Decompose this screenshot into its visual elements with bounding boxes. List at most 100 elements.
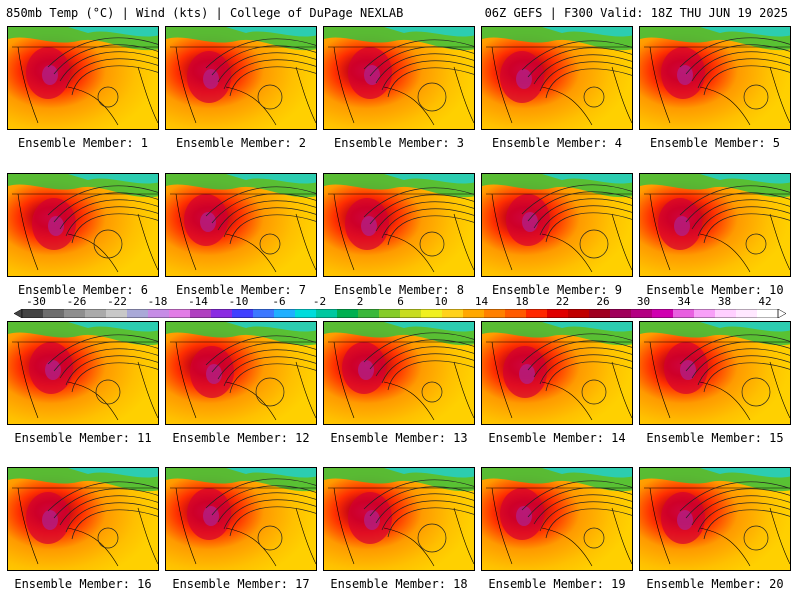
- ensemble-member-label: Ensemble Member: 19: [488, 577, 626, 591]
- ensemble-member-label: Ensemble Member: 18: [330, 577, 468, 591]
- colorbar-swatch: [568, 309, 590, 318]
- ensemble-member-label: Ensemble Member: 20: [646, 577, 784, 591]
- colorbar-tick-label: 38: [717, 295, 732, 308]
- ensemble-member-label: Ensemble Member: 3: [333, 136, 465, 150]
- colorbar-swatch: [589, 309, 611, 318]
- wind-contours: [679, 37, 790, 110]
- extreme-heat-core: [203, 69, 219, 89]
- colorbar-swatch: [631, 309, 653, 318]
- colorbar-swatch: [694, 309, 716, 318]
- ensemble-member-map: [323, 173, 475, 277]
- ensemble-member-label: Ensemble Member: 10: [646, 283, 784, 297]
- geographic-borders: [644, 46, 790, 126]
- colorbar-swatch: [337, 309, 359, 318]
- geographic-borders: [644, 487, 790, 567]
- ensemble-member-label: Ensemble Member: 15: [646, 431, 784, 445]
- geographic-borders: [328, 341, 474, 421]
- ensemble-member-label: Ensemble Member: 7: [175, 283, 307, 297]
- wind-contours: [521, 480, 632, 549]
- ensemble-member-label: Ensemble Member: 12: [172, 431, 310, 445]
- cold-air-region: [542, 322, 632, 332]
- colorbar-swatch: [400, 309, 422, 318]
- geographic-borders: [486, 487, 632, 567]
- wind-contours: [521, 184, 632, 259]
- extreme-heat-core: [45, 360, 61, 380]
- colorbar-outline: [21, 309, 779, 318]
- wind-contours: [205, 186, 316, 255]
- ensemble-member-map: [639, 321, 791, 425]
- wind-contours: [363, 479, 474, 553]
- colorbar-swatch: [211, 309, 233, 318]
- wind-contours: [47, 185, 158, 259]
- colorbar-swatch: [757, 309, 779, 318]
- colorbar-swatch: [43, 309, 65, 318]
- wind-contours: [521, 333, 632, 405]
- ensemble-member-map: [7, 321, 159, 425]
- ensemble-member-label: Ensemble Member: 5: [649, 136, 781, 150]
- ensemble-member-label: Ensemble Member: 1: [17, 136, 149, 150]
- wind-contours: [205, 38, 316, 110]
- colorbar-swatch: [316, 309, 338, 318]
- colorbar-swatch: [526, 309, 548, 318]
- colorbar-swatch: [505, 309, 527, 318]
- extreme-heat-core: [677, 510, 693, 530]
- extreme-heat-core: [680, 360, 696, 380]
- colorbar-tick-label: -10: [228, 295, 249, 308]
- geographic-borders: [170, 46, 316, 126]
- colorbar-swatch: [673, 309, 695, 318]
- colorbar-tick-label: -30: [26, 295, 46, 308]
- wind-contours: [679, 185, 790, 255]
- colorbar-tick-label: 22: [555, 295, 570, 308]
- colorbar-swatch: [169, 309, 191, 318]
- wind-contours: [47, 334, 158, 405]
- extreme-heat-core: [677, 65, 693, 85]
- colorbar-tick-label: 6: [397, 295, 404, 308]
- ensemble-member-label: Ensemble Member: 17: [172, 577, 310, 591]
- ensemble-member-label: Ensemble Member: 13: [330, 431, 468, 445]
- cold-air-region: [700, 322, 790, 332]
- wind-contours: [363, 187, 474, 257]
- colorbar-swatch: [379, 309, 401, 318]
- colorbar-tick-label: 10: [434, 295, 448, 308]
- cold-air-region: [68, 468, 158, 478]
- run-valid-time: 06Z GEFS | F300 Valid: 18Z THU JUN 19 20…: [484, 6, 788, 20]
- ensemble-member-map: [165, 467, 317, 571]
- ensemble-member-label: Ensemble Member: 9: [491, 283, 623, 297]
- temperature-colorbar: [14, 309, 786, 318]
- ensemble-member-label: Ensemble Member: 11: [14, 431, 152, 445]
- extreme-heat-core: [203, 506, 219, 526]
- cold-air-region: [384, 27, 474, 37]
- wind-contours: [363, 332, 474, 403]
- geographic-borders: [170, 341, 316, 421]
- colorbar-swatch: [736, 309, 758, 318]
- extreme-heat-core: [519, 364, 535, 384]
- ensemble-member-map: [639, 173, 791, 277]
- ensemble-member-label: Ensemble Member: 2: [175, 136, 307, 150]
- wind-contours: [679, 481, 790, 551]
- ensemble-member-map: [481, 173, 633, 277]
- colorbar-tick-label: -6: [272, 295, 286, 308]
- ensemble-member-map: [7, 26, 159, 130]
- geographic-borders: [644, 193, 790, 273]
- colorbar-swatch: [715, 309, 737, 318]
- ensemble-member-map: [165, 321, 317, 425]
- extreme-heat-core: [364, 510, 380, 530]
- colorbar-tick-label: 14: [474, 295, 489, 308]
- ensemble-member-map: [481, 26, 633, 130]
- ensemble-member-map: [323, 467, 475, 571]
- map-title: 850mb Temp (°C) | Wind (kts) | College o…: [6, 6, 404, 20]
- wind-contours: [205, 478, 316, 551]
- cold-air-region: [542, 468, 632, 478]
- ensemble-member-map: [481, 321, 633, 425]
- geographic-borders: [12, 46, 158, 126]
- cold-air-region: [226, 468, 316, 478]
- geographic-borders: [12, 193, 158, 273]
- colorbar-swatch: [610, 309, 632, 318]
- colorbar-tick-label: -22: [107, 295, 127, 308]
- wind-contours: [47, 37, 158, 108]
- colorbar-swatch: [253, 309, 275, 318]
- colorbar-swatch: [232, 309, 254, 318]
- extreme-heat-core: [522, 212, 538, 232]
- colorbar-swatch: [274, 309, 296, 318]
- ensemble-member-map: [639, 26, 791, 130]
